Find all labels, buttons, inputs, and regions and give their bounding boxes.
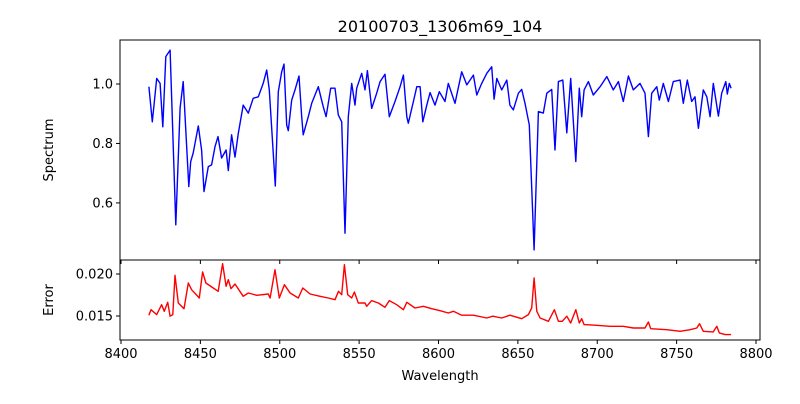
x-tick-label: 8750 bbox=[660, 347, 693, 362]
x-tick-label: 8550 bbox=[343, 347, 376, 362]
x-tick-label: 8800 bbox=[739, 347, 772, 362]
error-panel: 0.015 0.020 8400 8450 8500 8550 8600 8650 8700 87… bbox=[76, 259, 773, 362]
x-tick-label: 8700 bbox=[581, 347, 614, 362]
x-tick-label: 8500 bbox=[263, 347, 296, 362]
chart-title: 20100703_1306m69_104 bbox=[338, 17, 543, 37]
y-tick-label: 0.8 bbox=[92, 137, 113, 152]
spectrum-ylabel: Spectrum bbox=[42, 119, 57, 182]
x-tick-label: 8650 bbox=[501, 347, 534, 362]
x-tick-label: 8450 bbox=[184, 347, 217, 362]
x-axis-label: Wavelength bbox=[401, 369, 478, 384]
x-tick-label: 8400 bbox=[104, 347, 137, 362]
y-tick-label: 1.0 bbox=[92, 78, 113, 93]
spectrum-panel: 0.6 0.8 1.0 bbox=[92, 39, 761, 264]
error-ylabel: Error bbox=[42, 284, 57, 316]
y-tick-label: 0.020 bbox=[76, 268, 113, 283]
spectrum-line bbox=[148, 49, 732, 251]
axes-frame bbox=[119, 259, 761, 341]
error-line bbox=[148, 263, 732, 336]
y-tick-label: 0.015 bbox=[76, 309, 113, 324]
x-tick-label: 8600 bbox=[422, 347, 455, 362]
axes-frame bbox=[119, 39, 761, 261]
y-tick-label: 0.6 bbox=[92, 196, 113, 211]
